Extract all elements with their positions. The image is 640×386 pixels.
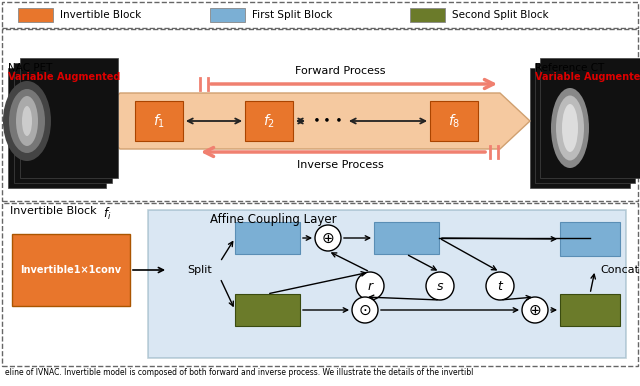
Text: $\bullet\bullet\bullet$: $\bullet\bullet\bullet$ xyxy=(312,112,342,125)
Text: Variable Augmented: Variable Augmented xyxy=(535,72,640,82)
Text: NAC PET: NAC PET xyxy=(8,63,52,73)
Text: $f_8$: $f_8$ xyxy=(448,112,460,130)
Ellipse shape xyxy=(9,89,45,153)
Bar xyxy=(235,294,300,326)
Bar xyxy=(20,58,118,178)
Circle shape xyxy=(352,297,378,323)
Bar xyxy=(430,101,478,141)
FancyBboxPatch shape xyxy=(2,203,638,366)
Ellipse shape xyxy=(551,88,589,168)
Text: $f_2$: $f_2$ xyxy=(263,112,275,130)
Bar xyxy=(560,222,620,256)
Bar xyxy=(14,63,112,183)
Text: r: r xyxy=(367,279,372,293)
Text: Invertible Block: Invertible Block xyxy=(10,206,97,216)
Text: $\odot$: $\odot$ xyxy=(358,303,372,318)
Text: $f_1$: $f_1$ xyxy=(153,112,165,130)
Circle shape xyxy=(522,297,548,323)
Text: $\oplus$: $\oplus$ xyxy=(528,303,541,318)
Bar xyxy=(410,8,445,22)
Ellipse shape xyxy=(22,106,32,136)
Text: eline of IVNAC. Invertible model is composed of both forward and inverse process: eline of IVNAC. Invertible model is comp… xyxy=(5,368,474,377)
Bar xyxy=(535,63,635,183)
Bar xyxy=(135,101,183,141)
Circle shape xyxy=(486,272,514,300)
Text: Variable Augmented: Variable Augmented xyxy=(8,72,120,82)
FancyBboxPatch shape xyxy=(2,29,638,201)
Text: t: t xyxy=(497,279,502,293)
Text: $\oplus$: $\oplus$ xyxy=(321,230,335,245)
Bar xyxy=(12,234,130,306)
Text: Second Split Block: Second Split Block xyxy=(452,10,548,20)
Ellipse shape xyxy=(3,81,51,161)
Ellipse shape xyxy=(556,95,584,161)
Bar xyxy=(374,222,439,254)
Bar xyxy=(18,8,53,22)
Bar xyxy=(8,68,106,188)
Circle shape xyxy=(315,225,341,251)
Ellipse shape xyxy=(16,96,38,146)
Bar xyxy=(245,101,293,141)
Text: Affine Coupling Layer: Affine Coupling Layer xyxy=(210,213,337,226)
Bar xyxy=(540,58,640,178)
Text: Forward Process: Forward Process xyxy=(295,66,385,76)
Text: $f_i$: $f_i$ xyxy=(103,206,111,222)
Bar xyxy=(210,8,245,22)
Text: Reference CT: Reference CT xyxy=(535,63,604,73)
Text: Inverse Process: Inverse Process xyxy=(296,160,383,170)
Bar xyxy=(235,222,300,254)
Bar xyxy=(560,294,620,326)
Text: Invertible1×1conv: Invertible1×1conv xyxy=(20,265,122,275)
Text: Split: Split xyxy=(188,265,212,275)
Bar xyxy=(530,68,630,188)
Text: Invertible Block: Invertible Block xyxy=(60,10,141,20)
Text: Concat: Concat xyxy=(600,265,639,275)
Text: s: s xyxy=(436,279,444,293)
Ellipse shape xyxy=(562,104,578,152)
Polygon shape xyxy=(90,93,530,149)
Bar xyxy=(148,210,626,358)
FancyBboxPatch shape xyxy=(2,2,638,28)
Text: First Split Block: First Split Block xyxy=(252,10,332,20)
Circle shape xyxy=(356,272,384,300)
Circle shape xyxy=(426,272,454,300)
